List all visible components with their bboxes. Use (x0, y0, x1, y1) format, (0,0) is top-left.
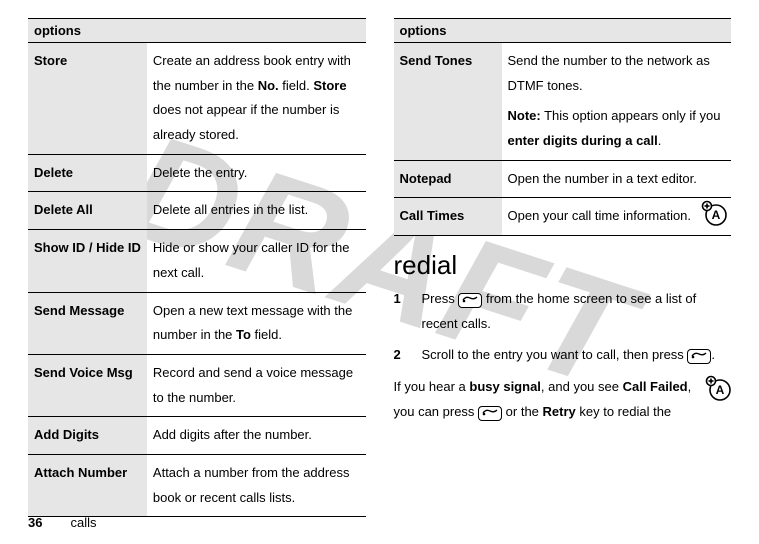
table-row: Send Voice MsgRecord and send a voice me… (28, 354, 366, 416)
option-description: Hide or show your caller ID for the next… (147, 230, 366, 292)
option-description: Delete all entries in the list. (147, 192, 366, 230)
table-row: Send MessageOpen a new text message with… (28, 292, 366, 354)
option-name: Add Digits (28, 417, 147, 455)
option-description: Delete the entry. (147, 154, 366, 192)
ui-term: Store (313, 78, 346, 93)
redial-heading: redial (394, 250, 732, 281)
svg-text:A: A (712, 208, 721, 222)
table-row: Call TimesOpen your call time informatio… (394, 198, 732, 236)
option-description: Send the number to the network as DTMF t… (502, 43, 732, 161)
svg-text:A: A (716, 383, 725, 397)
option-description: Open a new text message with the number … (147, 292, 366, 354)
redial-steps: Press from the home screen to see a list… (394, 287, 732, 367)
right-options-table: options Send TonesSend the number to the… (394, 18, 732, 236)
left-table-header: options (28, 19, 366, 43)
option-name: Send Message (28, 292, 147, 354)
send-key-icon (478, 406, 502, 421)
table-row: Delete AllDelete all entries in the list… (28, 192, 366, 230)
table-row: NotepadOpen the number in a text editor. (394, 160, 732, 198)
left-column: options StoreCreate an address book entr… (28, 18, 366, 517)
left-options-table: options StoreCreate an address book entr… (28, 18, 366, 517)
option-description: Attach a number from the address book or… (147, 454, 366, 516)
table-row: DeleteDelete the entry. (28, 154, 366, 192)
option-description: Open your call time information.A (502, 198, 732, 236)
ui-term: Call Failed (623, 379, 688, 394)
send-key-icon (687, 349, 711, 364)
step-item: Scroll to the entry you want to call, th… (394, 343, 732, 368)
ui-term: To (236, 327, 251, 342)
two-column-layout: options StoreCreate an address book entr… (28, 18, 731, 517)
redial-tail-paragraph: If you hear a busy signal, and you see C… (394, 375, 732, 424)
right-table-header: options (394, 19, 732, 43)
option-description: Record and send a voice message to the n… (147, 354, 366, 416)
option-name: Store (28, 43, 147, 155)
table-row: Attach NumberAttach a number from the ad… (28, 454, 366, 516)
option-name: Show ID / Hide ID (28, 230, 147, 292)
send-key-icon (458, 293, 482, 308)
option-description: Create an address book entry with the nu… (147, 43, 366, 155)
option-description: Add digits after the number. (147, 417, 366, 455)
option-name: Delete All (28, 192, 147, 230)
table-row: Send TonesSend the number to the network… (394, 43, 732, 161)
option-name: Attach Number (28, 454, 147, 516)
option-description: Open the number in a text editor. (502, 160, 732, 198)
table-row: Show ID / Hide IDHide or show your calle… (28, 230, 366, 292)
option-name: Send Tones (394, 43, 502, 161)
step-item: Press from the home screen to see a list… (394, 287, 732, 336)
table-row: Add DigitsAdd digits after the number. (28, 417, 366, 455)
bold-text: Note: (508, 108, 541, 123)
bold-text: enter digits during a call (508, 133, 658, 148)
option-name: Call Times (394, 198, 502, 236)
operator-icon: A (705, 375, 731, 401)
option-name: Send Voice Msg (28, 354, 147, 416)
operator-icon: A (701, 200, 727, 226)
right-column: options Send TonesSend the number to the… (394, 18, 732, 517)
ui-term: No. (258, 78, 279, 93)
table-row: StoreCreate an address book entry with t… (28, 43, 366, 155)
bold-text: busy signal (469, 379, 541, 394)
option-name: Delete (28, 154, 147, 192)
ui-term: Retry (543, 404, 576, 419)
option-name: Notepad (394, 160, 502, 198)
